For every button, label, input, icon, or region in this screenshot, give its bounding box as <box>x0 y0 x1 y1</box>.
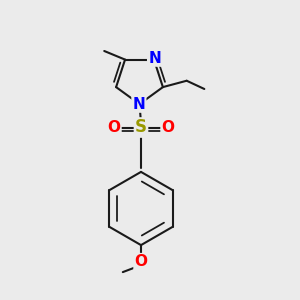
Text: N: N <box>148 51 161 66</box>
Text: O: O <box>161 120 175 135</box>
Text: N: N <box>133 97 145 112</box>
Text: O: O <box>107 120 121 135</box>
Text: O: O <box>134 254 148 269</box>
Text: S: S <box>135 118 147 136</box>
